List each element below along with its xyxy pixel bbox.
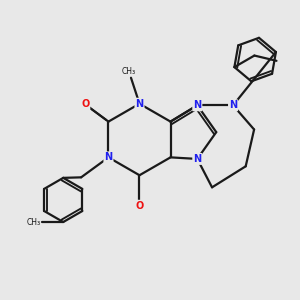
Text: N: N: [135, 99, 143, 109]
Text: CH₃: CH₃: [122, 67, 136, 76]
Text: O: O: [81, 99, 89, 110]
Text: N: N: [193, 100, 201, 110]
Text: N: N: [104, 152, 112, 162]
Text: N: N: [229, 100, 237, 110]
Text: O: O: [135, 201, 144, 211]
Text: N: N: [193, 154, 201, 164]
Text: CH₃: CH₃: [26, 218, 40, 226]
